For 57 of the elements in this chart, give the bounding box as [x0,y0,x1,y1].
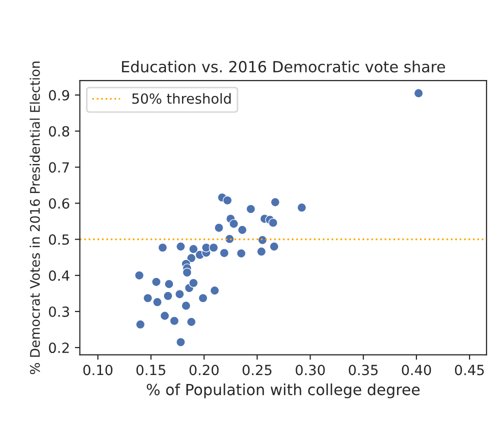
point [414,88,424,98]
point [188,244,198,254]
x-axis-title: % of Population with college degree [146,384,420,398]
point [134,270,144,280]
point [198,293,208,303]
y-tick-label: 0.4 [48,270,70,281]
point [246,204,256,214]
point [136,320,146,330]
y-tick-label: 0.2 [48,342,69,354]
point [181,300,191,310]
point [224,234,234,244]
x-tick-label: 0.40 [402,364,431,376]
y-axis-title: % Democrat Votes in 2016 Presidential Election [30,62,40,374]
point [152,297,162,307]
x-tick-label: 0.45 [454,364,484,376]
x-tick-label: 0.10 [83,364,112,376]
point [160,311,170,321]
y-tick-label: 0.7 [48,162,69,173]
point [176,242,186,252]
legend-label: 50% threshold [132,93,231,104]
point [164,279,174,289]
point [170,316,180,326]
y-tick-label: 0.8 [48,126,70,137]
point [174,289,184,299]
point [163,291,173,301]
x-tick-label: 0.25 [242,364,272,376]
y-tick-label: 0.3 [48,306,70,317]
x-tick-label: 0.35 [348,364,378,376]
point [186,253,196,263]
point [208,242,218,252]
point [186,317,196,327]
point [176,337,186,347]
point [268,218,278,228]
point [229,219,239,229]
point [258,235,268,245]
point [256,246,266,256]
point [269,242,279,252]
point [214,223,224,233]
x-tick-label: 0.15 [136,364,166,376]
x-tick-label: 0.30 [296,364,325,376]
point [297,202,307,212]
point [210,286,220,296]
y-tick-label: 0.9 [48,90,70,100]
chart-title: Education vs. 2016 Democratic vote share [122,60,446,72]
point [188,278,198,288]
x-tick-label: 0.20 [190,364,219,376]
y-tick-label: 0.6 [48,198,70,209]
point [143,293,153,303]
y-tick-label: 0.5 [48,234,69,245]
point [222,196,232,206]
point [270,197,280,207]
point [152,277,162,287]
point [238,225,248,235]
point [182,268,192,278]
point [158,242,168,252]
point [236,248,246,258]
point [220,248,229,258]
